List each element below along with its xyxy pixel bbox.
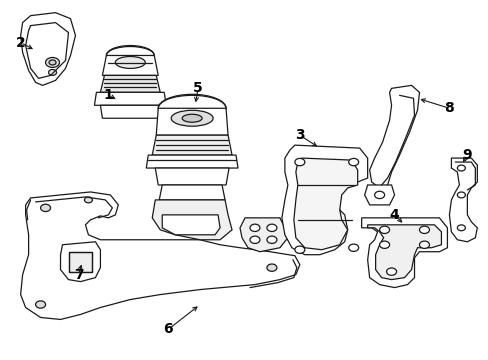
Circle shape — [419, 226, 428, 234]
Text: 6: 6 — [163, 323, 173, 337]
Polygon shape — [162, 215, 220, 235]
Ellipse shape — [158, 95, 225, 121]
Ellipse shape — [182, 114, 202, 122]
Polygon shape — [293, 158, 357, 250]
Circle shape — [266, 224, 276, 231]
Polygon shape — [61, 242, 100, 282]
Ellipse shape — [171, 110, 213, 126]
Circle shape — [266, 264, 276, 271]
Polygon shape — [102, 55, 158, 75]
Circle shape — [456, 165, 465, 171]
Text: 2: 2 — [16, 36, 25, 50]
Circle shape — [48, 69, 57, 75]
Circle shape — [249, 236, 260, 243]
Polygon shape — [448, 158, 476, 242]
Circle shape — [36, 301, 45, 308]
Ellipse shape — [45, 58, 60, 67]
Text: 8: 8 — [444, 101, 453, 115]
Circle shape — [379, 226, 389, 234]
Polygon shape — [100, 75, 160, 92]
Polygon shape — [155, 168, 228, 185]
Circle shape — [249, 224, 260, 231]
Circle shape — [348, 244, 358, 251]
Polygon shape — [152, 135, 232, 155]
Text: 1: 1 — [103, 88, 113, 102]
Polygon shape — [364, 185, 394, 205]
Circle shape — [294, 246, 304, 253]
Ellipse shape — [106, 46, 154, 64]
Circle shape — [419, 241, 428, 248]
Polygon shape — [20, 192, 299, 319]
Circle shape — [84, 197, 92, 203]
Circle shape — [386, 268, 396, 275]
Circle shape — [41, 204, 50, 212]
Polygon shape — [94, 92, 166, 105]
Text: 5: 5 — [193, 81, 203, 95]
Text: 4: 4 — [389, 208, 399, 222]
Polygon shape — [146, 155, 238, 168]
Ellipse shape — [49, 60, 56, 65]
Polygon shape — [159, 185, 224, 200]
Polygon shape — [240, 218, 287, 252]
Text: 9: 9 — [462, 148, 471, 162]
Text: 7: 7 — [74, 267, 83, 282]
Circle shape — [374, 191, 384, 199]
Circle shape — [294, 158, 304, 166]
Polygon shape — [152, 200, 232, 240]
Ellipse shape — [115, 57, 145, 68]
Polygon shape — [20, 13, 75, 85]
Circle shape — [456, 225, 465, 231]
Circle shape — [379, 241, 389, 248]
Polygon shape — [100, 105, 160, 118]
Text: 3: 3 — [294, 128, 304, 142]
Polygon shape — [367, 225, 441, 280]
Bar — [68, 252, 92, 272]
Polygon shape — [361, 218, 447, 288]
Polygon shape — [369, 85, 419, 188]
Circle shape — [348, 158, 358, 166]
Polygon shape — [156, 108, 227, 135]
Polygon shape — [281, 145, 367, 255]
Circle shape — [456, 192, 465, 198]
Circle shape — [266, 236, 276, 243]
